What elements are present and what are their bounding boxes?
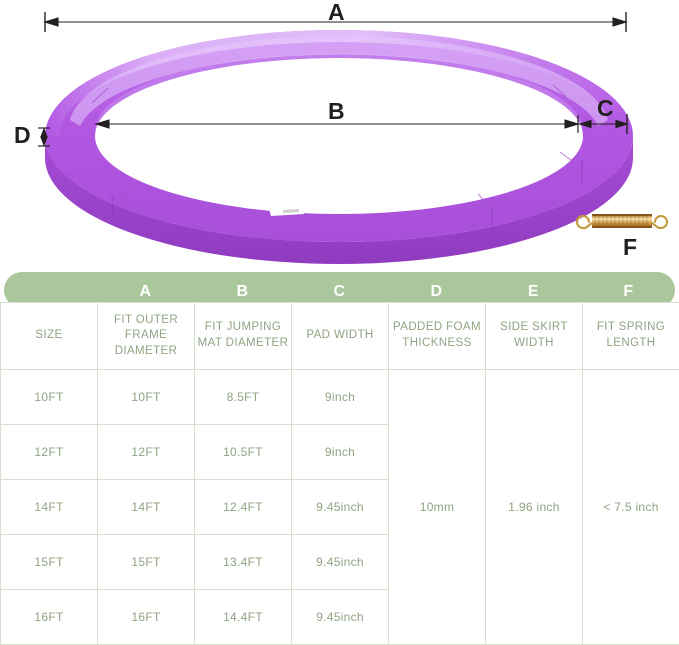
column-header-a: FIT OUTER FRAME DIAMETER — [98, 303, 195, 370]
cell-a: 15FT — [98, 535, 195, 590]
cell-c: 9.45inch — [292, 535, 389, 590]
cell-c: 9inch — [292, 425, 389, 480]
table-row: 10FT 10FT 8.5FT 9inch 10mm 1.96 inch < 7… — [1, 370, 679, 425]
dimension-label-d: D — [14, 124, 31, 147]
cell-b: 10.5FT — [195, 425, 292, 480]
cell-size: 14FT — [1, 480, 98, 535]
cell-a: 14FT — [98, 480, 195, 535]
dimension-label-c: C — [597, 97, 614, 120]
dimension-label-b: B — [328, 100, 345, 123]
cell-b: 12.4FT — [195, 480, 292, 535]
specification-table: A B C D E F SIZE FIT OUTER FRAME DIAMETE… — [0, 272, 679, 637]
cell-size: 12FT — [1, 425, 98, 480]
cell-size: 16FT — [1, 590, 98, 645]
column-header-size: SIZE — [1, 303, 98, 370]
pad-ring-illustration — [0, 0, 679, 268]
dimension-label-f: F — [623, 236, 637, 259]
column-header-b: FIT JUMPING MAT DIAMETER — [195, 303, 292, 370]
column-header-c: PAD WIDTH — [292, 303, 389, 370]
cell-a: 12FT — [98, 425, 195, 480]
column-header-f: FIT SPRING LENGTH — [583, 303, 679, 370]
cell-c: 9.45inch — [292, 480, 389, 535]
pad-label-patch — [268, 203, 304, 216]
cell-b: 13.4FT — [195, 535, 292, 590]
cell-b: 8.5FT — [195, 370, 292, 425]
cell-c: 9inch — [292, 370, 389, 425]
spec-grid: SIZE FIT OUTER FRAME DIAMETER FIT JUMPIN… — [0, 302, 679, 645]
cell-c: 9.45inch — [292, 590, 389, 645]
cell-size: 15FT — [1, 535, 98, 590]
cell-f-merged: < 7.5 inch — [583, 370, 679, 645]
cell-b: 14.4FT — [195, 590, 292, 645]
trampoline-spring — [577, 214, 667, 228]
trampoline-pad-diagram: A B C D F — [0, 0, 679, 268]
dimension-label-a: A — [328, 1, 345, 24]
cell-size: 10FT — [1, 370, 98, 425]
cell-a: 10FT — [98, 370, 195, 425]
column-header-d: PADDED FOAM THICKNESS — [389, 303, 486, 370]
column-header-e: SIDE SKIRT WIDTH — [486, 303, 583, 370]
cell-a: 16FT — [98, 590, 195, 645]
cell-e-merged: 1.96 inch — [486, 370, 583, 645]
table-header-row: SIZE FIT OUTER FRAME DIAMETER FIT JUMPIN… — [1, 303, 679, 370]
cell-d-merged: 10mm — [389, 370, 486, 645]
